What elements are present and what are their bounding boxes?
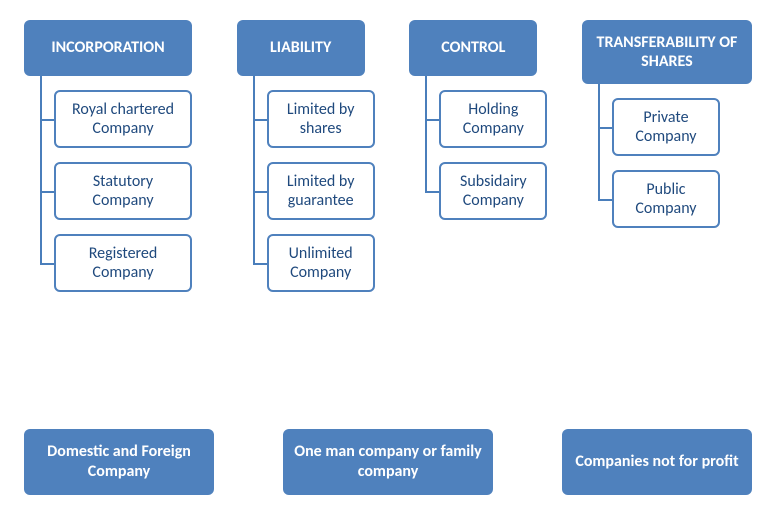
bottom-domestic-foreign: Domestic and Foreign Company (24, 429, 214, 495)
connector (253, 263, 267, 265)
column-transferability: TRANSFERABILITY OF SHARES Private Compan… (582, 20, 752, 292)
connector (40, 263, 54, 265)
tree-item: Holding Company (409, 90, 537, 148)
column-control: CONTROL Holding Company Subsidairy Compa… (409, 20, 537, 292)
child-limited-guarantee: Limited by guarantee (267, 162, 375, 220)
bottom-one-man: One man company or family company (283, 429, 493, 495)
child-public: Public Company (612, 170, 720, 228)
child-royal-chartered: Royal chartered Company (54, 90, 192, 148)
tree-item: Subsidairy Company (409, 162, 537, 220)
bottom-not-for-profit: Companies not for profit (562, 429, 752, 495)
tree-incorporation: Royal chartered Company Statutory Compan… (24, 76, 192, 292)
child-private: Private Company (612, 98, 720, 156)
tree-liability: Limited by shares Limited by guarantee U… (237, 76, 365, 292)
child-subsidiary: Subsidairy Company (439, 162, 547, 220)
connector (598, 199, 612, 201)
header-transferability: TRANSFERABILITY OF SHARES (582, 20, 752, 84)
header-control: CONTROL (409, 20, 537, 76)
child-holding: Holding Company (439, 90, 547, 148)
tree-item: Unlimited Company (237, 234, 365, 292)
connector (253, 119, 267, 121)
column-liability: LIABILITY Limited by shares Limited by g… (237, 20, 365, 292)
tree-control: Holding Company Subsidairy Company (409, 76, 537, 220)
connector (40, 119, 54, 121)
tree-item: Registered Company (24, 234, 192, 292)
child-limited-shares: Limited by shares (267, 90, 375, 148)
connector (40, 191, 54, 193)
header-liability: LIABILITY (237, 20, 365, 76)
tree-item: Limited by shares (237, 90, 365, 148)
bottom-row: Domestic and Foreign Company One man com… (24, 429, 752, 495)
connector (425, 119, 439, 121)
connector (425, 191, 439, 193)
connector (598, 127, 612, 129)
column-incorporation: INCORPORATION Royal chartered Company St… (24, 20, 192, 292)
header-incorporation: INCORPORATION (24, 20, 192, 76)
tree-item: Statutory Company (24, 162, 192, 220)
tree-item: Limited by guarantee (237, 162, 365, 220)
tree-item: Public Company (582, 170, 752, 228)
tree-item: Private Company (582, 98, 752, 156)
category-columns: INCORPORATION Royal chartered Company St… (24, 20, 752, 292)
tree-transferability: Private Company Public Company (582, 84, 752, 228)
connector (253, 191, 267, 193)
child-unlimited: Unlimited Company (267, 234, 375, 292)
child-registered: Registered Company (54, 234, 192, 292)
tree-item: Royal chartered Company (24, 90, 192, 148)
child-statutory: Statutory Company (54, 162, 192, 220)
